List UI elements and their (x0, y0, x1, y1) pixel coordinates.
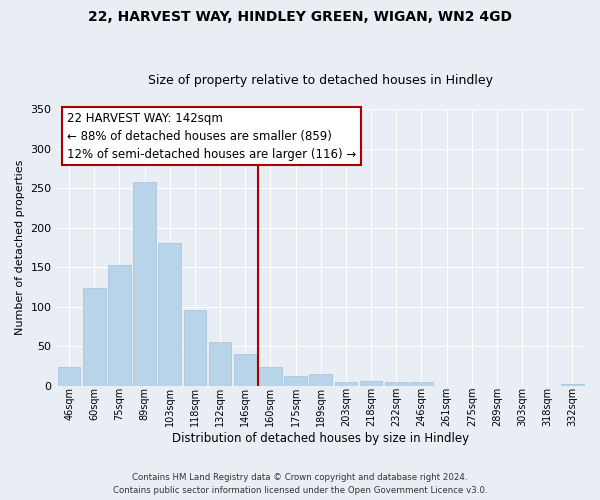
Bar (58, 366, 80, 386)
Text: 22 HARVEST WAY: 142sqm
← 88% of detached houses are smaller (859)
12% of semi-de: 22 HARVEST WAY: 142sqm ← 88% of detached… (67, 112, 356, 161)
Text: Contains HM Land Registry data © Crown copyright and database right 2024.
Contai: Contains HM Land Registry data © Crown c… (113, 474, 487, 495)
Bar (335, 382, 357, 386)
Text: 22, HARVEST WAY, HINDLEY GREEN, WIGAN, WN2 4GD: 22, HARVEST WAY, HINDLEY GREEN, WIGAN, W… (88, 10, 512, 24)
Bar (209, 342, 232, 386)
Bar (133, 182, 156, 386)
Bar (385, 382, 407, 386)
Bar (108, 266, 131, 386)
Title: Size of property relative to detached houses in Hindley: Size of property relative to detached ho… (148, 74, 493, 87)
Bar (360, 381, 382, 386)
Bar (234, 354, 257, 386)
Bar (259, 368, 282, 386)
X-axis label: Distribution of detached houses by size in Hindley: Distribution of detached houses by size … (172, 432, 469, 445)
Bar (158, 242, 181, 386)
Bar (184, 310, 206, 386)
Y-axis label: Number of detached properties: Number of detached properties (15, 160, 25, 335)
Bar (310, 374, 332, 386)
Bar (284, 376, 307, 386)
Bar (561, 384, 584, 386)
Bar (83, 288, 106, 386)
Bar (410, 382, 433, 386)
